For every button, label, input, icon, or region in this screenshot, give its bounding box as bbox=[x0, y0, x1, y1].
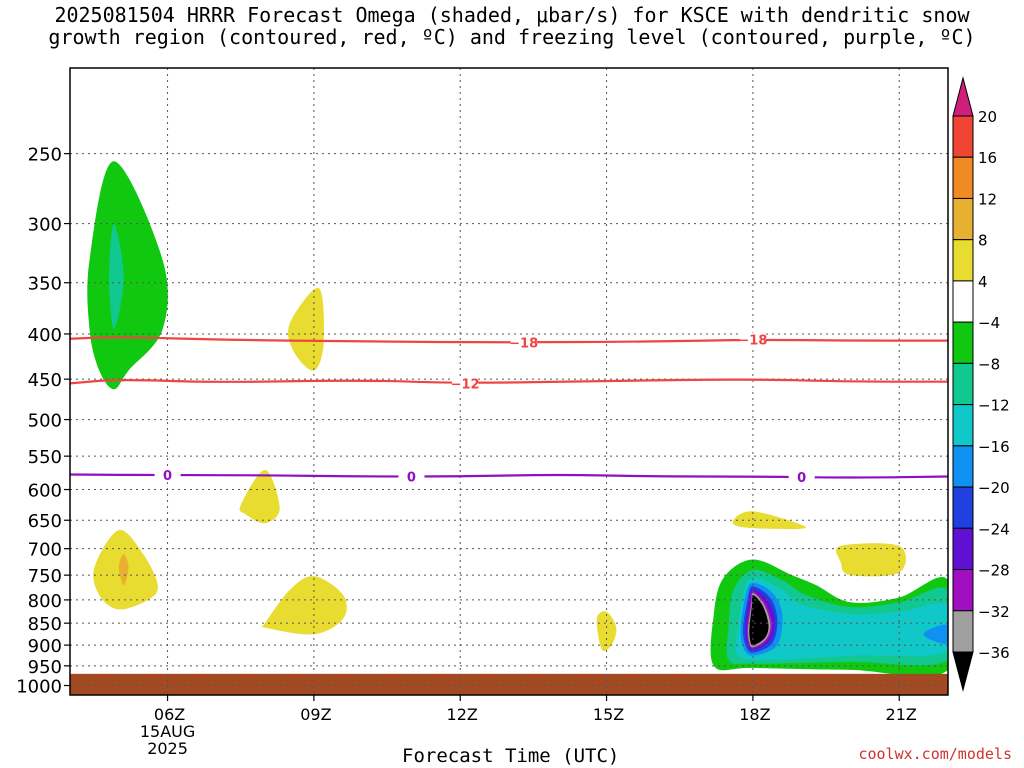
contour-label-0-2: 0 bbox=[797, 471, 806, 486]
contour-label--18-1: −18 bbox=[738, 334, 767, 349]
colorbar-bottom-arrow bbox=[952, 651, 974, 692]
y-tick-label-1000: 1000 bbox=[16, 677, 62, 698]
contour-line-0 bbox=[70, 473, 948, 479]
x-axis-label: Forecast Time (UTC) bbox=[402, 745, 620, 767]
x-tick-label-09Z: 09Z bbox=[300, 705, 331, 724]
x-tick-label-15Z: 15Z bbox=[593, 705, 624, 724]
contour-label--18-0: −18 bbox=[509, 336, 538, 351]
x-tick-label-18Z: 18Z bbox=[739, 705, 770, 724]
colorbar-segment-1 bbox=[952, 156, 974, 199]
plot-frame bbox=[69, 67, 949, 696]
omega-region-5 bbox=[118, 554, 129, 586]
y-tick-label-250: 250 bbox=[28, 145, 62, 166]
contour-label-bg bbox=[452, 376, 479, 391]
contour-label-bg bbox=[154, 468, 181, 483]
contour-label-bg bbox=[510, 335, 537, 350]
colorbar: 20 16 12 8 4 −4 −8 −12 −16 −20 −24 −28 −32 −36 bbox=[952, 76, 1010, 692]
colorbar-segment-5 bbox=[952, 321, 974, 364]
colorbar-segment-3 bbox=[952, 239, 974, 282]
contour-label-bg bbox=[739, 332, 766, 347]
y-tick-label-700: 700 bbox=[28, 540, 62, 561]
colorbar-label-13: −36 bbox=[978, 644, 1010, 662]
contour-label-0-1: 0 bbox=[407, 471, 416, 486]
y-tick-label-650: 650 bbox=[28, 511, 62, 532]
colorbar-label-9: −20 bbox=[978, 479, 1010, 497]
colorbar-segment-4 bbox=[952, 280, 974, 323]
temperature-contours: −18 −18 −12 0 0 0 bbox=[70, 332, 948, 486]
source-credit: coolwx.com/models bbox=[858, 745, 1012, 763]
colorbar-top-arrow bbox=[952, 76, 974, 117]
plot-border bbox=[69, 67, 949, 696]
colorbar-label-3: 8 bbox=[978, 232, 988, 250]
y-tick-label-750: 750 bbox=[28, 566, 62, 587]
contour-label-bg bbox=[398, 469, 425, 484]
omega-region-7 bbox=[596, 611, 617, 652]
y-tick-label-550: 550 bbox=[28, 447, 62, 468]
ground-layer bbox=[70, 673, 948, 695]
x-tick-label-21Z: 21Z bbox=[886, 705, 917, 724]
grid-lines bbox=[70, 68, 948, 695]
x-tick-label-06Z: 06Z bbox=[154, 705, 185, 724]
omega-region-3 bbox=[239, 469, 280, 524]
contour-line--12 bbox=[70, 378, 948, 385]
omega-region-6 bbox=[260, 576, 347, 635]
contour-label-bg bbox=[788, 470, 815, 485]
colorbar-segment-7 bbox=[952, 404, 974, 447]
pressure-axis: 2503003504004505005506006507007508008509… bbox=[16, 145, 70, 698]
colorbar-segment-2 bbox=[952, 197, 974, 241]
colorbar-segment-12 bbox=[952, 610, 974, 653]
colorbar-label-1: 16 bbox=[978, 149, 997, 167]
colorbar-label-12: −32 bbox=[978, 603, 1010, 621]
y-tick-label-450: 450 bbox=[28, 370, 62, 391]
ground-fill bbox=[70, 673, 948, 695]
chart-title: 2025081504 HRRR Forecast Omega (shaded, … bbox=[0, 4, 1024, 48]
y-tick-label-300: 300 bbox=[28, 215, 62, 236]
y-tick-label-900: 900 bbox=[28, 636, 62, 657]
omega-region-1 bbox=[109, 223, 124, 330]
contour-line--18 bbox=[70, 336, 948, 344]
omega-region-9 bbox=[835, 543, 906, 577]
colorbar-label-2: 12 bbox=[978, 190, 997, 208]
omega-region-0 bbox=[87, 161, 168, 390]
x-tick-label-12Z: 12Z bbox=[447, 705, 478, 724]
omega-shading bbox=[87, 161, 948, 677]
y-tick-label-600: 600 bbox=[28, 481, 62, 502]
colorbar-label-8: −16 bbox=[978, 438, 1010, 456]
title-line-2: growth region (contoured, red, ºC) and f… bbox=[48, 25, 976, 49]
y-tick-label-400: 400 bbox=[28, 325, 62, 346]
y-tick-label-800: 800 bbox=[28, 591, 62, 612]
contour-label-0-0: 0 bbox=[163, 469, 172, 484]
contour-label--12-0: −12 bbox=[451, 377, 480, 392]
y-tick-label-500: 500 bbox=[28, 411, 62, 432]
omega-region-19 bbox=[749, 595, 769, 646]
colorbar-segment-10 bbox=[952, 527, 974, 571]
omega-region-8 bbox=[732, 511, 806, 530]
colorbar-label-11: −28 bbox=[978, 562, 1010, 580]
colorbar-label-0: 20 bbox=[978, 108, 997, 126]
colorbar-segment-11 bbox=[952, 569, 974, 612]
title-line-1: 2025081504 HRRR Forecast Omega (shaded, … bbox=[54, 3, 970, 27]
omega-region-12 bbox=[735, 577, 948, 660]
x-tick-date: 15AUG bbox=[140, 722, 195, 741]
y-tick-label-350: 350 bbox=[28, 274, 62, 295]
colorbar-label-7: −12 bbox=[978, 397, 1010, 415]
omega-region-2 bbox=[287, 287, 325, 371]
colorbar-label-6: −8 bbox=[978, 355, 1000, 373]
colorbar-label-10: −24 bbox=[978, 520, 1010, 538]
colorbar-segment-8 bbox=[952, 445, 974, 488]
omega-region-13 bbox=[923, 624, 948, 644]
colorbar-segment-9 bbox=[952, 486, 974, 529]
x-tick-year: 2025 bbox=[147, 739, 188, 758]
y-tick-label-850: 850 bbox=[28, 614, 62, 635]
colorbar-segment-6 bbox=[952, 362, 974, 406]
y-tick-label-950: 950 bbox=[28, 657, 62, 678]
colorbar-segment-0 bbox=[952, 115, 974, 158]
colorbar-label-5: −4 bbox=[978, 314, 1000, 332]
colorbar-label-4: 4 bbox=[978, 273, 988, 291]
